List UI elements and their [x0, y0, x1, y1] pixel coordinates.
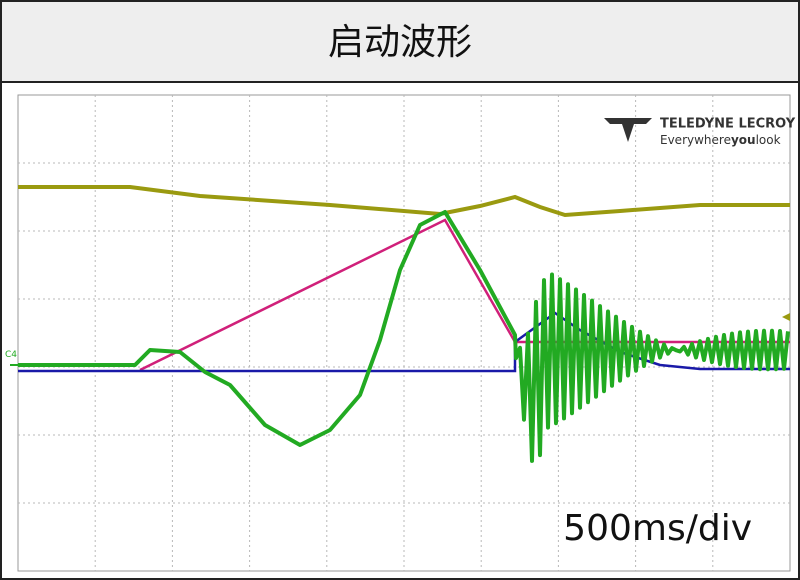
timebase: 500ms/div	[563, 508, 752, 549]
title-bar	[2, 2, 798, 82]
logo-icon	[604, 118, 652, 142]
logo-brand: TELEDYNE LECROY	[660, 117, 796, 132]
tagline-part: you	[731, 133, 756, 147]
logo: TELEDYNE LECROY Everywhereyoulook	[604, 117, 796, 147]
title: 启动波形	[328, 22, 472, 63]
tagline-part: look	[756, 133, 781, 147]
trace-magenta	[139, 218, 790, 372]
trace-green	[18, 210, 790, 463]
trace-marker	[782, 313, 790, 321]
trace-olive	[18, 185, 790, 218]
logo-tagline: Everywhereyoulook	[660, 133, 781, 147]
channel-label: C4	[5, 350, 17, 360]
tagline-part: Everywhere	[660, 133, 731, 147]
trace-blue	[18, 311, 790, 373]
grid	[18, 95, 790, 571]
